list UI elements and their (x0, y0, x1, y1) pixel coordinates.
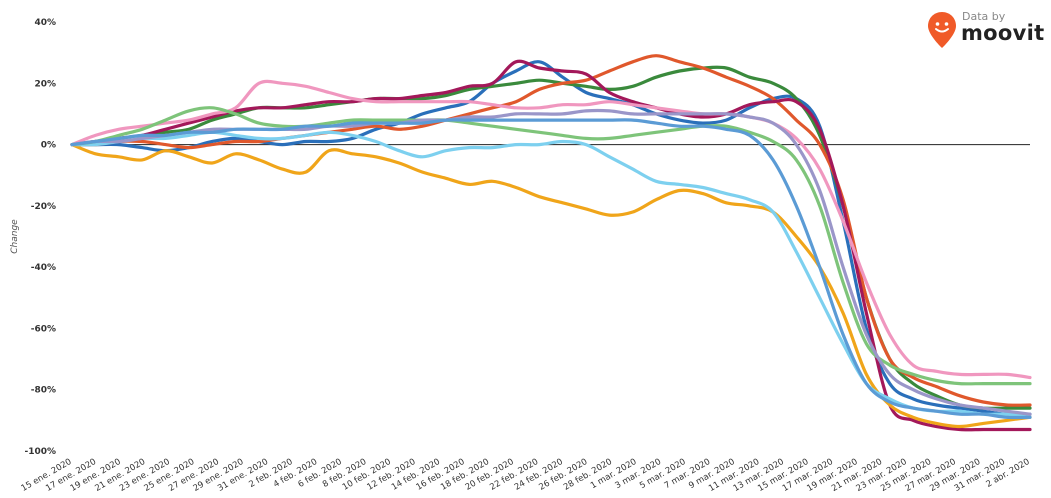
series-line (70, 118, 1032, 420)
y-tick-label: -100% (24, 447, 56, 457)
series-line (70, 130, 1032, 419)
brand-caption: Data by (962, 10, 1006, 23)
series-line (70, 143, 1032, 429)
series-line (70, 65, 1032, 410)
moovit-pin-icon (928, 12, 956, 48)
brand-logo: Data by moovit (925, 8, 1045, 48)
series-line (70, 59, 1032, 432)
y-tick-label: -60% (31, 324, 56, 334)
y-tick-label: 0% (41, 141, 56, 151)
y-axis-label: Change (10, 219, 20, 254)
series-line (70, 60, 1032, 417)
series-line (70, 106, 1032, 386)
series-line (70, 79, 1032, 380)
y-tick-label: 40% (34, 18, 56, 28)
series-line (70, 108, 1032, 416)
y-tick-label: -20% (31, 202, 56, 212)
y-tick-label: -40% (31, 263, 56, 273)
y-tick-label: -80% (31, 386, 56, 396)
y-tick-label: 20% (34, 79, 56, 89)
series-lines (70, 54, 1032, 432)
y-axis: 40% 20% 0% -20% -40% -60% -80% -100% (24, 18, 56, 457)
brand-name: moovit (961, 21, 1045, 45)
series-line (70, 54, 1032, 407)
